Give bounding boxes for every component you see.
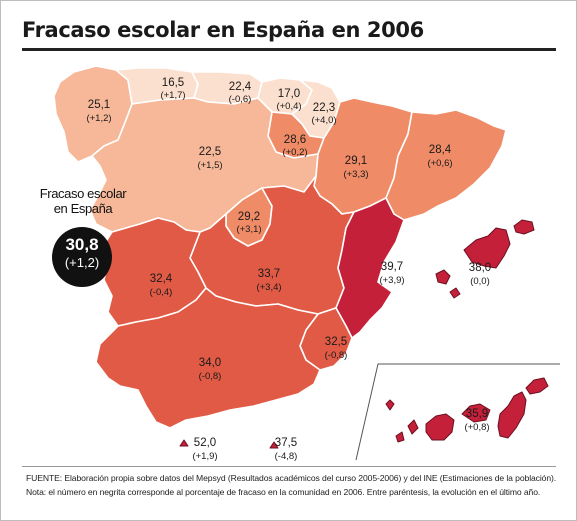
canarias-inset-border — [355, 363, 560, 461]
label-melilla-value: 37,5 — [275, 437, 297, 449]
label-canarias-value: 35,9 — [466, 408, 488, 420]
label-aragon-value: 29,1 — [345, 155, 367, 167]
region-cataluna[interactable] — [385, 109, 507, 221]
national-value: 30,8 — [65, 235, 99, 254]
label-comunidad-valenciana-change: (+3,9) — [379, 275, 404, 286]
label-castilla-la-mancha-value: 33,7 — [258, 268, 280, 280]
national-label: Fracaso escolar en España — [28, 186, 138, 216]
label-pais-vasco-change: (+0,4) — [276, 101, 301, 112]
region-baleares[interactable] — [435, 219, 535, 299]
label-madrid-change: (+3,1) — [236, 224, 261, 235]
footer: FUENTE: Elaboración propia sobre datos d… — [26, 471, 566, 499]
label-andalucia-value: 34,0 — [199, 357, 221, 369]
label-castilla-la-mancha-change: (+3,4) — [256, 282, 281, 293]
map-title: Fracaso escolar en España en 2006 — [22, 18, 424, 42]
label-ceuta-change: (+1,9) — [192, 451, 217, 462]
label-castilla-y-leon-change: (+1,5) — [197, 160, 222, 171]
label-cataluna-change: (+0,6) — [427, 158, 452, 169]
region-comunidad-valenciana[interactable] — [335, 197, 405, 339]
label-asturias-value: 16,5 — [162, 77, 184, 89]
label-murcia-change: (-0,8) — [325, 350, 348, 361]
label-cantabria-change: (-0,6) — [229, 94, 252, 105]
footer-source: FUENTE: Elaboración propia sobre datos d… — [26, 473, 557, 483]
title-underline — [22, 48, 556, 51]
label-navarra-change: (+4,0) — [311, 115, 336, 126]
region-labels: 25,1 (+1,2) 16,5 (+1,7) 22,4 (-0,6) 17,0… — [86, 77, 491, 462]
label-la-rioja-change: (+0,2) — [282, 147, 307, 158]
label-comunidad-valenciana-value: 39,7 — [381, 261, 403, 273]
footer-note: Nota: el número en negrita corresponde a… — [26, 487, 541, 497]
label-navarra-value: 22,3 — [313, 102, 335, 114]
label-andalucia-change: (-0,8) — [199, 371, 222, 382]
label-madrid-value: 29,2 — [238, 211, 260, 223]
label-murcia-value: 32,5 — [325, 336, 347, 348]
footer-divider — [22, 466, 556, 467]
national-label-line1: Fracaso escolar — [39, 186, 127, 201]
region-andalucia[interactable] — [95, 287, 321, 429]
label-extremadura-value: 32,4 — [150, 273, 173, 285]
region-canarias[interactable] — [385, 377, 549, 443]
label-la-rioja-value: 28,6 — [284, 134, 306, 146]
region-ceuta[interactable] — [179, 439, 189, 447]
label-melilla-change: (-4,8) — [275, 451, 298, 462]
label-extremadura-change: (-0,4) — [150, 287, 173, 298]
national-label-line2: en España — [53, 201, 113, 216]
label-galicia-value: 25,1 — [88, 99, 110, 111]
label-asturias-change: (+1,7) — [160, 90, 185, 101]
label-aragon-change: (+3,3) — [343, 169, 368, 180]
region-melilla[interactable] — [269, 441, 279, 449]
label-pais-vasco-value: 17,0 — [278, 88, 300, 100]
label-baleares-change: (0,0) — [470, 276, 490, 287]
label-castilla-y-leon-value: 22,5 — [199, 146, 221, 158]
label-ceuta-value: 52,0 — [194, 437, 216, 449]
label-cantabria-value: 22,4 — [229, 81, 252, 93]
label-galicia-change: (+1,2) — [86, 113, 111, 124]
national-change: (+1,2) — [64, 255, 100, 270]
label-cataluna-value: 28,4 — [429, 144, 452, 156]
national-badge: 30,8 (+1,2) — [52, 227, 112, 287]
label-baleares-value: 38,0 — [469, 262, 491, 274]
label-canarias-change: (+0,8) — [464, 422, 489, 433]
